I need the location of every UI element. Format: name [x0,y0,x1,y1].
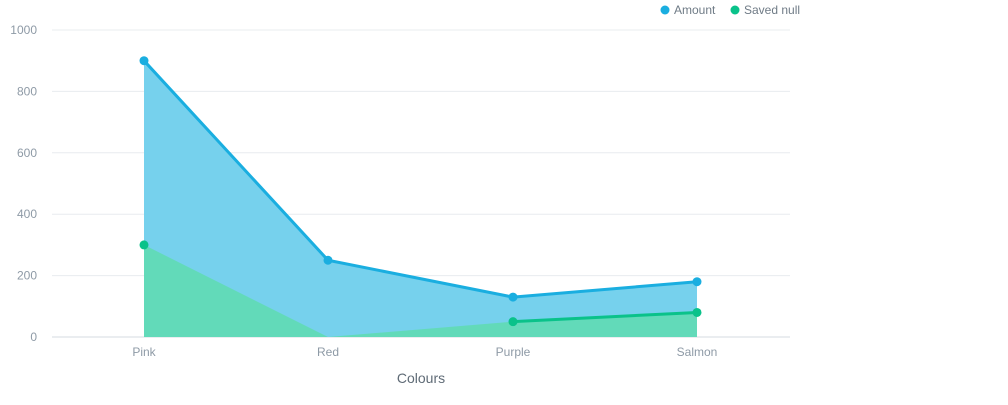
y-tick-label-4: 800 [17,84,37,98]
series-points [139,56,702,327]
legend-label-amount: Amount [674,3,716,17]
y-tick-label-3: 600 [17,146,37,160]
legend-marker-amount [660,5,670,15]
x-axis-title: Colours [397,370,445,386]
point-saved-null-salmon[interactable] [692,307,702,317]
point-saved-null-pink[interactable] [139,240,149,250]
y-tick-label-2: 400 [17,207,37,221]
legend-item-amount[interactable]: Amount [660,3,717,17]
y-tick-label-5: 1000 [10,23,37,37]
line-segment-saved-null-2 [511,310,699,324]
legend-label-saved-null: Saved null [744,3,800,17]
y-tick-label-0: 0 [30,330,37,344]
line-segment-amount-0 [142,59,330,262]
y-tick-label-1: 200 [17,269,37,283]
point-amount-red[interactable] [323,255,333,265]
line-segment-amount-2 [511,280,699,299]
point-saved-null-purple[interactable] [508,317,518,327]
area-saved-null [144,244,697,337]
line-segment-amount-1 [326,258,515,299]
point-amount-salmon[interactable] [692,277,702,287]
x-tick-label-red: Red [317,345,339,359]
area-amount [144,60,697,337]
axes: 0 200 400 600 800 1000 Pink Red Purple Salmon [10,23,717,359]
x-tick-label-salmon: Salmon [677,345,718,359]
legend[interactable]: Amount Saved null [660,3,801,17]
series-lines [142,59,699,324]
series-areas [144,60,697,337]
point-amount-purple[interactable] [508,292,518,302]
x-tick-label-purple: Purple [496,345,531,359]
legend-marker-saved-null [730,5,740,15]
point-amount-pink[interactable] [139,56,149,66]
x-tick-label-pink: Pink [132,345,156,359]
legend-item-saved-null[interactable]: Saved null [730,3,801,17]
